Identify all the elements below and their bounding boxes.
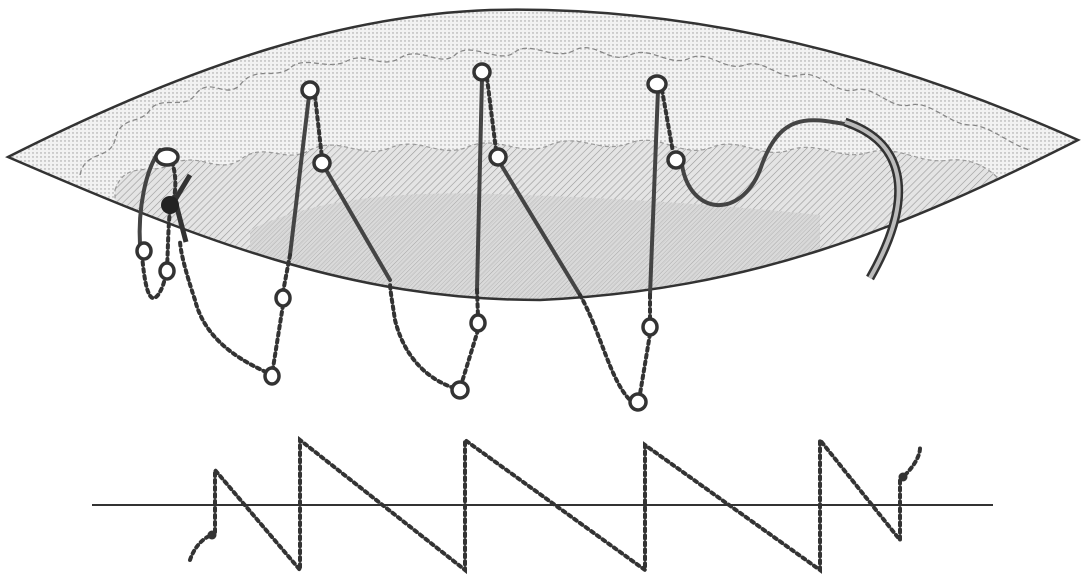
- ring: [490, 149, 506, 165]
- ring: [648, 76, 666, 92]
- suture-diagram: [0, 0, 1081, 578]
- start-point: [208, 531, 217, 540]
- schematic: [92, 440, 993, 570]
- ring: [137, 243, 151, 259]
- end-point: [899, 473, 908, 482]
- suture-dotted: [640, 295, 650, 394]
- ring: [302, 82, 318, 98]
- ring: [452, 382, 468, 398]
- ring: [474, 64, 490, 80]
- ring: [160, 263, 174, 279]
- ring: [276, 290, 290, 306]
- ring: [314, 155, 330, 171]
- ring: [471, 315, 485, 331]
- knot: [161, 196, 179, 214]
- page: [0, 0, 1081, 578]
- ring: [643, 319, 657, 335]
- ring: [668, 152, 684, 168]
- ring: [630, 394, 646, 410]
- ring: [156, 149, 178, 165]
- ring: [265, 368, 279, 384]
